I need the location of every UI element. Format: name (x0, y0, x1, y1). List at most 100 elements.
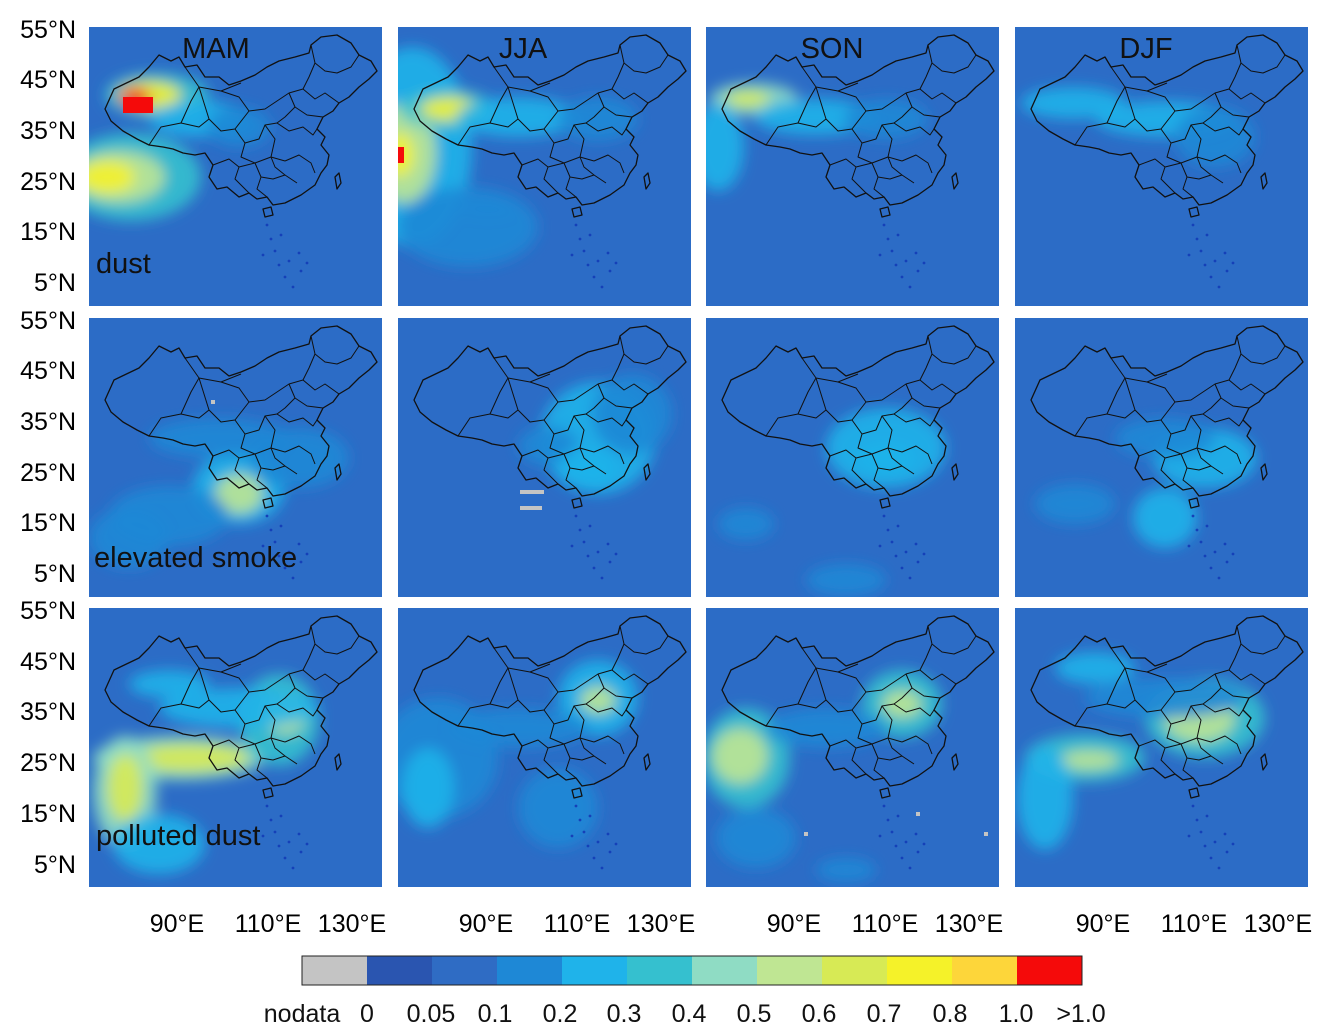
province-boundary (302, 669, 340, 685)
island-dot (297, 251, 301, 255)
island-dot (283, 856, 287, 860)
province-boundary (585, 122, 627, 136)
province-boundary (1202, 106, 1222, 124)
lat-tick-label: 35°N (20, 698, 76, 726)
island-dot (1217, 576, 1221, 580)
island-dot (291, 285, 295, 289)
latitude-axis-row-polluted-dust: 55°N 45°N 35°N 25°N 15°N 5°N (20, 597, 76, 879)
aerosol-field (1035, 418, 1257, 548)
aerosol-blob (1035, 484, 1115, 524)
province-boundary (887, 156, 903, 176)
island-dot (608, 269, 612, 273)
island-dot (269, 818, 273, 822)
season-title-jja: JJA (499, 33, 548, 65)
island-dot (283, 566, 287, 570)
province-boundary (284, 445, 316, 465)
lat-tick-label: 35°N (20, 117, 76, 145)
china-boundaries (721, 325, 995, 509)
island-dot (273, 830, 277, 834)
province-boundary (248, 88, 304, 112)
province-boundary (871, 162, 915, 184)
aerosol-blob (456, 97, 580, 137)
province-boundary (276, 703, 318, 717)
province-boundary (1124, 86, 1162, 132)
island-dot (1217, 866, 1221, 870)
island-dot (570, 253, 574, 257)
province-boundary (254, 162, 298, 184)
lat-tick-label: 15°N (20, 218, 76, 246)
island-dot (600, 576, 604, 580)
province-boundary (597, 92, 633, 118)
island-outline (1260, 753, 1268, 771)
province-boundary (801, 647, 859, 673)
province-boundary (1196, 737, 1212, 757)
island-dot (1191, 804, 1195, 808)
province-boundary (837, 381, 867, 421)
island-dot (287, 840, 291, 844)
province-boundary (797, 86, 817, 124)
island-dot (592, 856, 596, 860)
island-dot (1209, 566, 1213, 570)
island-dot (279, 233, 283, 237)
province-boundary (837, 90, 867, 130)
island-dot (1199, 830, 1203, 834)
island-dot (596, 550, 600, 554)
island-outline (334, 463, 342, 481)
province-boundary (1210, 735, 1242, 755)
lon-tick-label: 130°E (1244, 910, 1312, 938)
province-boundary (927, 625, 977, 655)
island-dot (261, 834, 265, 838)
province-boundary (1146, 90, 1176, 130)
colorbar-frame (301, 955, 1083, 986)
province-boundary (543, 166, 559, 194)
island-dot (608, 560, 612, 564)
aerosol-blob (716, 808, 796, 868)
colorbar-label: 1.0 (999, 1000, 1034, 1028)
map-panel-dust-jja (398, 27, 691, 306)
island-dot (894, 554, 898, 558)
aerosol-blob (159, 688, 319, 728)
aerosol-field (706, 670, 942, 882)
province-boundary (593, 735, 625, 755)
province-boundary (264, 415, 276, 449)
lat-tick-label: 45°N (20, 66, 76, 94)
island-dot (916, 269, 920, 273)
aerosol-blob (215, 474, 263, 514)
island-dot (1195, 237, 1199, 241)
map-panels (89, 27, 1308, 887)
province-boundary (489, 86, 509, 124)
province-boundary (234, 122, 278, 144)
island-outline (571, 206, 583, 218)
island-dot (894, 263, 898, 267)
province-boundary (529, 671, 559, 711)
latitude-axis-row-elevated-smoke: 55°N 45°N 35°N 25°N 15°N 5°N (20, 307, 76, 588)
province-boundary (1190, 415, 1202, 449)
province-boundary (234, 166, 250, 194)
row-label-dust: dust (96, 248, 151, 280)
province-boundary (873, 757, 885, 779)
province-boundary (573, 124, 585, 158)
province-boundary (234, 457, 250, 485)
province-boundary (288, 383, 324, 409)
island-outline (334, 753, 342, 771)
aerosol-field (706, 83, 928, 191)
map-panel-polluted-dust-son (706, 608, 999, 887)
province-boundary (184, 647, 242, 673)
province-boundary (1174, 88, 1230, 112)
island-outline (334, 172, 342, 190)
province-boundary (1228, 88, 1266, 104)
province-boundary (493, 357, 551, 383)
china-boundaries (104, 325, 378, 509)
island-dot (1225, 269, 1229, 273)
island-dot (582, 830, 586, 834)
island-dot (265, 514, 269, 518)
province-boundary (288, 673, 324, 699)
province-boundary (507, 377, 545, 423)
ocean-background (706, 27, 999, 306)
lat-tick-label: 55°N (20, 597, 76, 625)
province-boundary (248, 379, 304, 403)
lat-tick-label: 5°N (34, 851, 76, 879)
ocean-background (1015, 27, 1308, 306)
aerosol-blob (398, 187, 538, 267)
island-dot (297, 832, 301, 836)
